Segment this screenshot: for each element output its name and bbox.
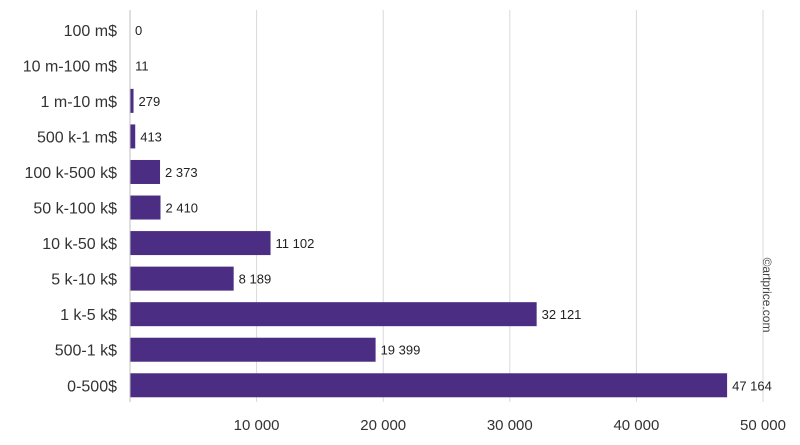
category-label: 500 k-1 m$: [37, 129, 117, 146]
data-label: 2 373: [165, 165, 198, 180]
data-labels: 0 11 279 413 2 373 2 410 11 102 8 189 32 121 19 3…: [135, 23, 772, 393]
data-label: 19 399: [381, 343, 421, 358]
category-label: 100 m$: [64, 23, 117, 40]
data-label: 32 121: [542, 307, 582, 322]
bar: [130, 337, 376, 362]
bar: [130, 266, 234, 291]
category-label: 10 k-50 k$: [42, 236, 117, 253]
bar: [130, 159, 161, 184]
data-label: 47 164: [732, 378, 772, 393]
category-label: 10 m-100 m$: [23, 58, 117, 75]
x-tick-label: 50 000: [740, 417, 786, 434]
bar: [130, 195, 161, 220]
x-tick-label: 10 000: [234, 417, 280, 434]
category-labels: 100 m$ 10 m-100 m$ 1 m-10 m$ 500 k-1 m$ 100 …: [23, 23, 118, 395]
watermark-text: ©artprice.com: [760, 258, 774, 333]
bar: [130, 88, 134, 113]
category-label: 5 k-10 k$: [51, 272, 117, 289]
x-tick-labels: 10 000 20 000 30 000 40 000 50 000: [234, 417, 786, 434]
bars: [130, 53, 728, 398]
data-label: 11: [135, 58, 149, 73]
x-tick-label: 30 000: [487, 417, 533, 434]
category-label: 50 k-100 k$: [33, 201, 117, 218]
category-label: 1 k-5 k$: [60, 307, 117, 324]
x-tick-label: 20 000: [360, 417, 406, 434]
data-label: 8 189: [239, 272, 272, 287]
data-label: 11 102: [276, 236, 315, 251]
data-label: 0: [135, 23, 142, 38]
category-label: 500-1 k$: [55, 343, 117, 360]
data-label: 413: [140, 129, 162, 144]
category-label: 0-500$: [67, 378, 117, 395]
data-label: 2 410: [166, 201, 199, 216]
bar: [130, 302, 537, 327]
grid-lines: [256, 10, 764, 402]
category-label: 100 k-500 k$: [24, 165, 117, 182]
bar: [130, 231, 271, 256]
data-label: 279: [139, 94, 161, 109]
category-label: 1 m-10 m$: [41, 94, 118, 111]
x-tick-label: 40 000: [613, 417, 659, 434]
bar: [130, 373, 728, 398]
bar: [130, 124, 136, 149]
